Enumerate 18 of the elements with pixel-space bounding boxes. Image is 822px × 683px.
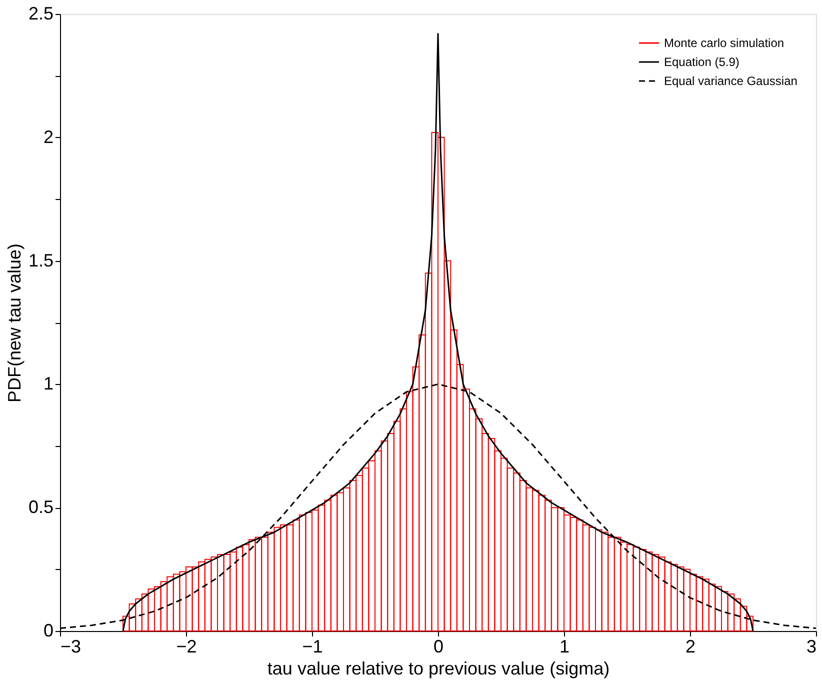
y-tick-label: 2 — [43, 126, 54, 147]
y-tick-label: 1 — [43, 374, 54, 394]
y-axis-title: PDF(new tau value) — [4, 243, 24, 403]
y-tick-label: 0 — [43, 620, 54, 640]
x-tick-label: 0 — [433, 636, 444, 656]
x-tick-label: 1 — [559, 636, 570, 656]
x-tick-label: −2 — [176, 636, 197, 656]
x-tick-label: 3 — [806, 636, 816, 656]
y-tick-label: 0.5 — [28, 497, 54, 518]
x-tick-label: −1 — [302, 636, 323, 656]
legend-label: Monte carlo simulation — [664, 36, 784, 50]
legend-label: Equation (5.9) — [664, 55, 740, 69]
x-tick-label: −3 — [60, 636, 82, 656]
y-tick-label: 1.5 — [28, 250, 54, 270]
x-axis-title: tau value relative to previous value (sigma) — [267, 658, 610, 678]
legend-label: Equal variance Gaussian — [664, 74, 798, 88]
x-tick-label: 2 — [685, 636, 696, 656]
y-tick-label: 2.5 — [28, 4, 54, 24]
